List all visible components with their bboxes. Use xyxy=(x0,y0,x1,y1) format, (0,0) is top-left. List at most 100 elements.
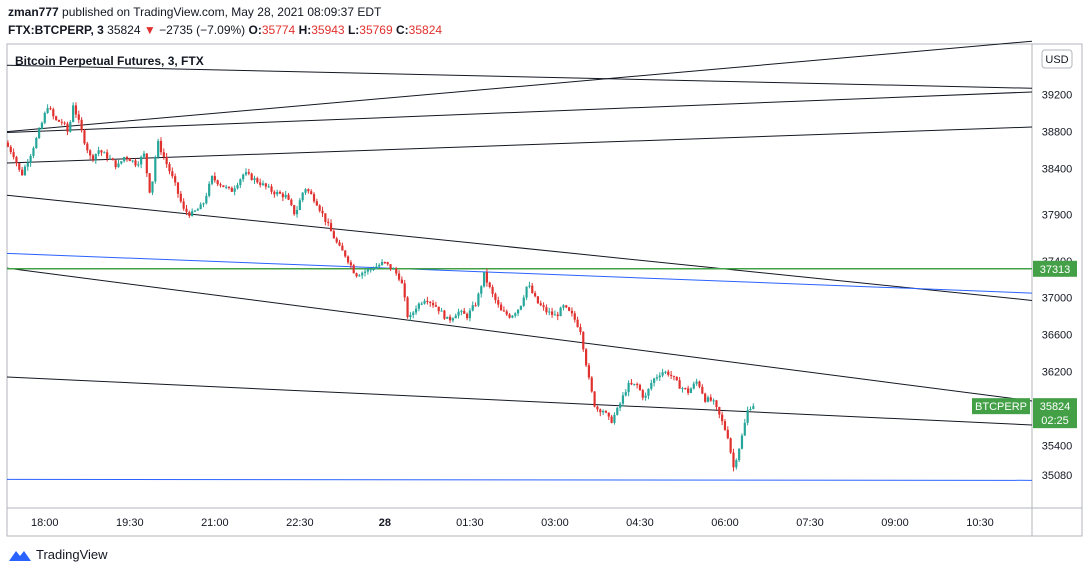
candle-body xyxy=(103,152,106,154)
candle-body xyxy=(148,173,151,193)
candle-body xyxy=(590,377,593,392)
candle-body xyxy=(718,406,721,415)
trend-line[interactable] xyxy=(6,376,1033,426)
trend-line[interactable] xyxy=(6,126,1033,164)
candle-body xyxy=(290,199,293,206)
candle-body xyxy=(429,301,432,303)
candle-body xyxy=(162,152,165,158)
candle-body xyxy=(182,201,185,209)
candle-body xyxy=(338,242,341,246)
candle-body xyxy=(658,375,661,378)
candle-body xyxy=(400,279,403,284)
x-tick-label: 21:00 xyxy=(201,517,229,529)
blue-trend-line[interactable] xyxy=(6,252,1033,294)
trend-line[interactable] xyxy=(6,267,1033,402)
candle-body xyxy=(437,306,440,312)
tradingview-logo[interactable]: TradingView xyxy=(8,547,108,562)
candle-body xyxy=(417,303,420,309)
candle-body xyxy=(60,121,63,123)
time-axis[interactable]: 18:00 19:30 21:00 22:30 28 01:30 03:00 04:30 06:… xyxy=(31,517,994,529)
candle-body xyxy=(460,310,463,312)
candle-body xyxy=(151,181,154,193)
candle-body xyxy=(729,438,732,453)
candle-body xyxy=(202,203,205,205)
drawings-layer xyxy=(6,40,1033,481)
low-label: L: xyxy=(347,23,360,37)
candle-body xyxy=(488,282,491,288)
candle-body xyxy=(363,271,367,273)
author-name[interactable]: zman777 xyxy=(8,5,59,19)
candle-body xyxy=(72,105,75,122)
high-label: H: xyxy=(298,23,312,37)
candle-body xyxy=(743,422,746,436)
candle-body xyxy=(250,173,253,181)
candle-body xyxy=(29,155,32,163)
candle-body xyxy=(321,210,324,214)
trend-line[interactable] xyxy=(6,91,1033,134)
candle-body xyxy=(553,314,557,316)
candle-body xyxy=(712,400,715,402)
candle-body xyxy=(485,272,489,283)
candle-body xyxy=(15,157,18,164)
x-tick-label: 10:30 xyxy=(966,517,994,529)
candle-body xyxy=(114,160,117,168)
candle-body xyxy=(655,377,659,379)
candle-body xyxy=(86,143,89,151)
candle-body xyxy=(46,108,49,113)
candle-body xyxy=(244,172,248,175)
candle-body xyxy=(287,194,290,200)
y-tick-label: 35080 xyxy=(1042,470,1073,482)
candle-body xyxy=(18,163,21,170)
candle-body xyxy=(191,211,194,216)
candle-body xyxy=(276,191,279,195)
candle-body xyxy=(678,380,681,389)
trend-line[interactable] xyxy=(6,194,1033,301)
candle-body xyxy=(77,114,80,120)
candles-layer xyxy=(6,102,755,472)
candle-body xyxy=(644,395,647,398)
high-value: 35943 xyxy=(311,23,345,37)
price-axis[interactable]: 3920038800384003790037400370003660036200… xyxy=(1042,90,1073,482)
candle-body xyxy=(630,382,633,385)
symbol-badge-label: BTCPERP xyxy=(975,401,1027,413)
x-tick-label: 22:30 xyxy=(286,517,314,529)
candle-body xyxy=(140,156,143,165)
bar-countdown-label: 02:25 xyxy=(1041,415,1069,427)
candle-body xyxy=(559,307,562,317)
trend-line[interactable] xyxy=(6,40,1033,133)
candle-body xyxy=(491,287,494,294)
candle-body xyxy=(508,314,511,318)
candle-body xyxy=(346,256,350,263)
candle-body xyxy=(505,311,508,315)
candle-body xyxy=(253,178,256,181)
candle-body xyxy=(533,293,537,297)
candle-body xyxy=(698,381,701,387)
trend-line[interactable] xyxy=(6,64,1033,89)
candle-body xyxy=(63,122,66,124)
candle-body xyxy=(69,121,72,132)
x-tick-label: 18:00 xyxy=(31,517,59,529)
candle-body xyxy=(434,305,437,307)
blue-trend-line[interactable] xyxy=(6,478,1033,481)
candle-body xyxy=(298,200,301,210)
candle-body xyxy=(403,283,406,298)
candle-body xyxy=(463,310,466,314)
candle-body xyxy=(528,285,531,287)
candle-body xyxy=(454,315,457,319)
y-tick-label: 36200 xyxy=(1042,366,1073,378)
candle-body xyxy=(514,313,517,316)
candle-body xyxy=(746,410,749,423)
candle-body xyxy=(236,184,239,189)
candle-body xyxy=(318,205,321,211)
candle-body xyxy=(378,264,381,267)
candle-body xyxy=(97,150,100,154)
candle-body xyxy=(689,388,693,393)
candle-body xyxy=(26,162,29,167)
candle-body xyxy=(604,411,608,413)
currency-button[interactable]: USD xyxy=(1041,49,1073,69)
candle-body xyxy=(219,184,222,186)
candle-body xyxy=(443,310,446,319)
candle-body xyxy=(392,268,395,270)
candle-body xyxy=(752,406,755,409)
